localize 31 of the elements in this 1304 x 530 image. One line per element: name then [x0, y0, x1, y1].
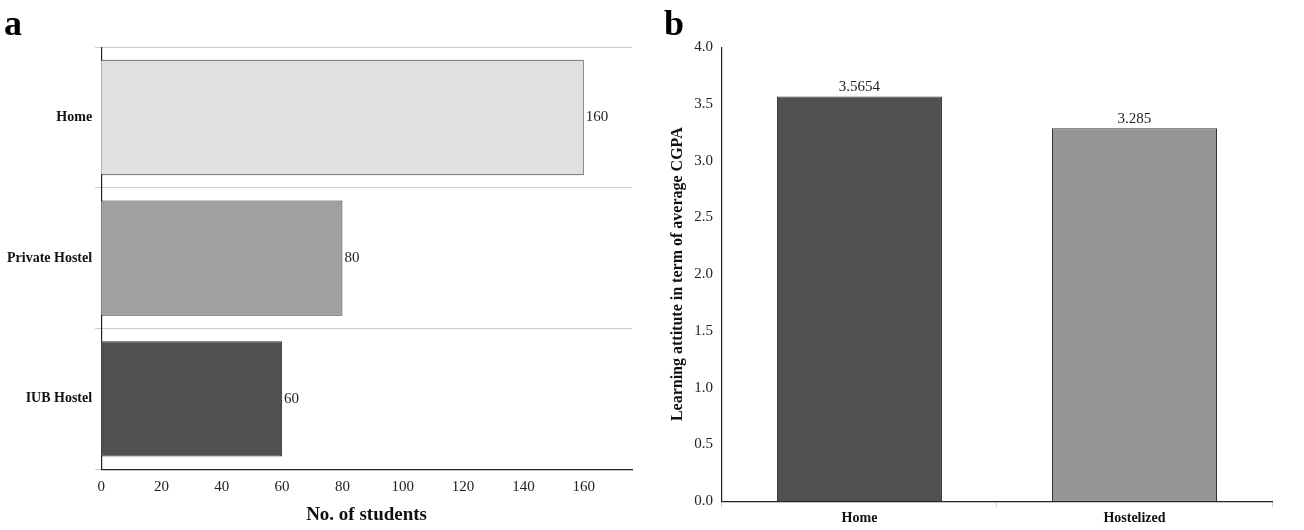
y-tick-label: 3.5: [694, 94, 713, 111]
y-tick-label: 1.0: [694, 378, 713, 395]
y-tick-label: 3.0: [694, 151, 713, 168]
y-tick-label: 0.5: [694, 435, 713, 452]
x-tick-label: 160: [572, 478, 595, 495]
x-tick-label: 60: [274, 478, 290, 495]
x-tick-label: 120: [451, 478, 475, 495]
x-tick-label: 40: [214, 478, 230, 495]
x-tick-label: 140: [512, 478, 535, 495]
y-tick-label: 4.0: [694, 38, 713, 55]
data-label: 160: [585, 108, 609, 125]
x-tick-label: 20: [153, 478, 169, 495]
y-axis-title: Learning attitute in term of average CGPA: [667, 126, 686, 422]
data-label: 80: [344, 249, 360, 266]
x-tick-label: Hostelized: [1103, 510, 1166, 526]
y-tick-label: Private Hostel: [6, 249, 93, 265]
x-tick-label: 100: [391, 478, 415, 495]
data-label: 3.285: [1117, 109, 1152, 126]
y-tick-label: IUB Hostel: [25, 390, 93, 406]
y-tick-label: 2.5: [694, 208, 713, 225]
y-tick-label: 0.0: [694, 492, 713, 509]
x-axis-title: No. of students: [306, 502, 427, 524]
chart-title: b: [664, 2, 685, 43]
y-tick-label: Home: [56, 109, 93, 125]
chart-title: a: [4, 2, 22, 43]
y-tick-label: 1.5: [694, 321, 713, 338]
data-label: 60: [284, 389, 300, 406]
data-label: 3.5654: [838, 77, 881, 94]
x-tick-label: 0: [97, 478, 105, 495]
y-tick-label: 2.0: [694, 265, 713, 282]
x-tick-label: 80: [334, 478, 350, 495]
